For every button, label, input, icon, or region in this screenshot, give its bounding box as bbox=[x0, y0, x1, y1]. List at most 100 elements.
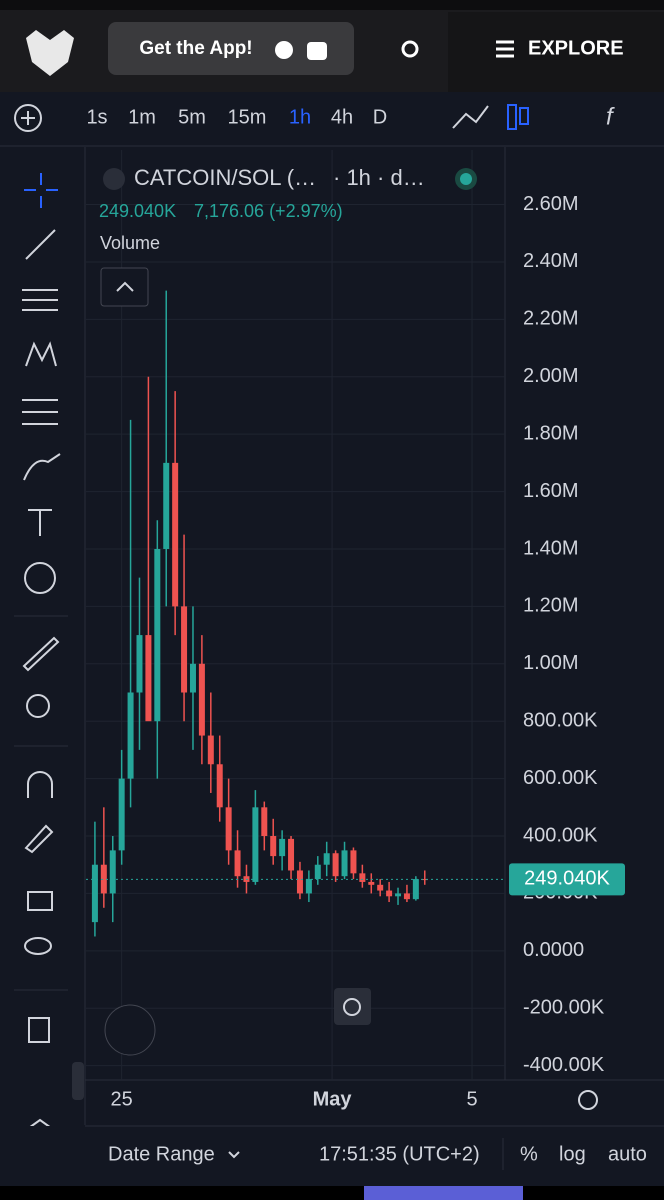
get-app-text: Get the App! bbox=[139, 38, 252, 59]
candle-body bbox=[305, 879, 312, 894]
candle-body bbox=[377, 884, 384, 891]
y-tick-label: 1.40M bbox=[523, 537, 579, 559]
candle-body bbox=[288, 838, 295, 871]
interval-button[interactable]: 1s bbox=[86, 106, 107, 128]
log-toggle[interactable]: log bbox=[559, 1143, 586, 1165]
collapse-button[interactable] bbox=[100, 267, 149, 307]
candle-style-icon[interactable] bbox=[507, 104, 517, 130]
add-icon[interactable] bbox=[14, 104, 42, 132]
candle-body bbox=[395, 893, 402, 897]
candle-body bbox=[341, 850, 348, 877]
candle-body bbox=[296, 870, 303, 894]
add-plus bbox=[21, 111, 35, 125]
candle-body bbox=[279, 838, 286, 857]
trend-tool[interactable] bbox=[25, 229, 56, 260]
date-range[interactable]: Date Range bbox=[108, 1143, 215, 1165]
text-tool[interactable] bbox=[28, 509, 52, 536]
nav-indicator bbox=[364, 1186, 523, 1200]
candle-body bbox=[412, 879, 419, 900]
candle-body bbox=[127, 692, 134, 779]
line-style-icon[interactable] bbox=[452, 105, 489, 129]
symbol-name[interactable]: CATCOIN/SOL (… bbox=[134, 165, 316, 190]
status-dot bbox=[460, 173, 472, 185]
emoji-tool[interactable] bbox=[24, 562, 56, 594]
last-price-badge bbox=[509, 863, 625, 896]
candle-body bbox=[154, 548, 161, 722]
candle-body bbox=[332, 853, 339, 877]
tv-logo[interactable] bbox=[104, 1004, 156, 1056]
last-price-label: 249.040K bbox=[524, 868, 610, 890]
y-tick-label: 1.80M bbox=[523, 422, 579, 444]
logo[interactable] bbox=[26, 30, 74, 76]
candle-body bbox=[359, 873, 366, 882]
interval-button[interactable]: 1h bbox=[289, 106, 311, 128]
menu-icon bbox=[496, 40, 514, 58]
candle-body bbox=[198, 663, 205, 736]
android-icon bbox=[307, 42, 327, 60]
get-app-button[interactable] bbox=[108, 22, 354, 75]
study-name: Volume bbox=[100, 233, 160, 253]
collapse-handle[interactable] bbox=[72, 1062, 84, 1100]
interval-button[interactable]: 15m bbox=[228, 106, 267, 128]
candle-body bbox=[163, 462, 170, 549]
interval-button[interactable]: 1m bbox=[128, 106, 156, 128]
apple-icon bbox=[275, 41, 293, 59]
clock: 17:51:35 (UTC+2) bbox=[319, 1143, 480, 1165]
reset-icon bbox=[343, 998, 361, 1016]
candle-body bbox=[350, 850, 357, 874]
candle-body bbox=[261, 807, 268, 837]
indicators-icon[interactable]: f bbox=[606, 103, 615, 130]
nav-bar bbox=[0, 1186, 664, 1200]
lock-tool[interactable] bbox=[27, 891, 53, 911]
candle-body bbox=[136, 635, 143, 693]
y-tick-label: 400.00K bbox=[523, 824, 598, 846]
interval-button[interactable]: D bbox=[373, 106, 387, 128]
candle-body bbox=[189, 663, 196, 693]
reset-button[interactable] bbox=[334, 988, 371, 1025]
legend-price: 249.040K bbox=[99, 201, 176, 221]
forecast-tool[interactable] bbox=[22, 399, 58, 425]
x-tick-label: May bbox=[313, 1088, 353, 1110]
candle-body bbox=[216, 764, 223, 808]
candle-body bbox=[91, 864, 98, 923]
fib-tool[interactable] bbox=[22, 289, 58, 311]
lock-drawing-tool[interactable] bbox=[24, 824, 54, 854]
y-tick-label: 800.00K bbox=[523, 709, 598, 731]
brush-tool[interactable] bbox=[23, 453, 61, 481]
interval-button[interactable]: 5m bbox=[178, 106, 206, 128]
ruler-tool[interactable] bbox=[22, 636, 60, 672]
visibility-tool[interactable] bbox=[24, 937, 52, 955]
percent-toggle[interactable]: % bbox=[520, 1143, 538, 1165]
settings-icon[interactable] bbox=[578, 1090, 598, 1110]
candle-body bbox=[100, 864, 107, 894]
toolbar bbox=[0, 92, 664, 146]
y-tick-label: 600.00K bbox=[523, 767, 598, 789]
legend-change: 7,176.06 (+2.97%) bbox=[194, 201, 343, 221]
delete-tool[interactable] bbox=[28, 1017, 50, 1043]
magnet-tool[interactable] bbox=[27, 771, 53, 798]
explore-text: EXPLORE bbox=[528, 37, 624, 59]
zoom-tool[interactable] bbox=[26, 694, 50, 718]
y-tick-label: 2.20M bbox=[523, 308, 579, 330]
crosshair-tool[interactable] bbox=[24, 173, 58, 208]
candle-body bbox=[207, 735, 214, 765]
y-tick-label: 2.00M bbox=[523, 365, 579, 387]
y-tick-label: 2.40M bbox=[523, 250, 579, 272]
candle-body bbox=[421, 879, 428, 881]
y-tick-label: 0.0000 bbox=[523, 939, 584, 961]
chevron bbox=[228, 1151, 240, 1159]
pattern-tool[interactable] bbox=[25, 341, 57, 367]
plot bbox=[86, 150, 505, 1080]
candle-body bbox=[118, 778, 125, 851]
candle-body bbox=[386, 890, 393, 897]
explore-button[interactable] bbox=[448, 12, 664, 92]
search-icon[interactable] bbox=[401, 40, 419, 58]
candle-body bbox=[234, 850, 241, 877]
y-tick-label: -200.00K bbox=[523, 997, 605, 1019]
x-tick-label: 25 bbox=[111, 1088, 133, 1110]
interval-button[interactable]: 4h bbox=[331, 106, 353, 128]
candle-body bbox=[323, 853, 330, 865]
auto-toggle[interactable]: auto bbox=[608, 1143, 647, 1165]
candle-style-icon bbox=[519, 107, 529, 125]
